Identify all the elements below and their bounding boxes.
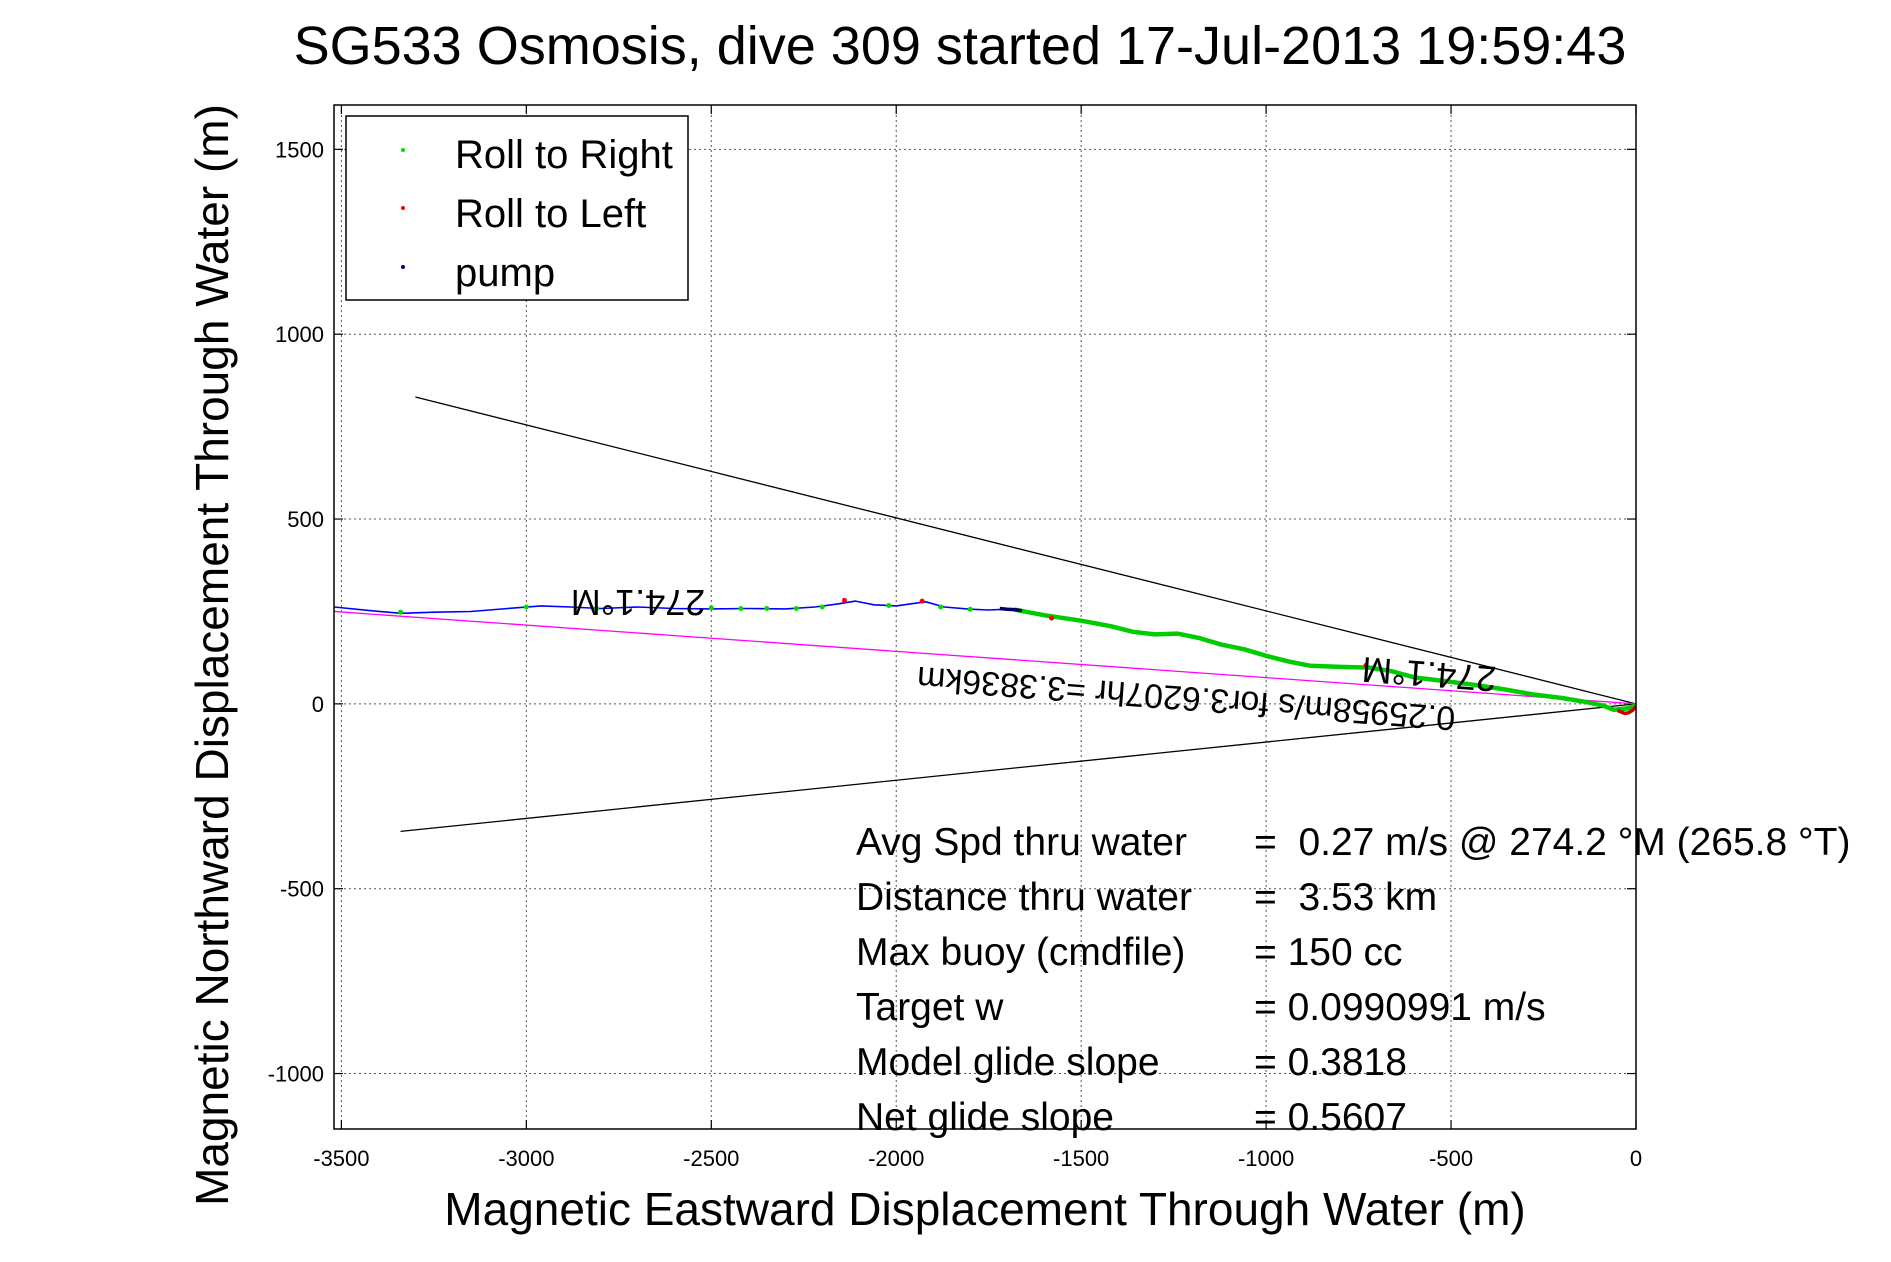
stats-block: Avg Spd thru water = 0.27 m/s @ 274.2 °M… — [856, 821, 1850, 1139]
stat-value-avg-speed: = 0.27 m/s @ 274.2 °M (265.8 °T) — [1254, 821, 1850, 864]
turn-point — [841, 597, 847, 603]
turn-point — [594, 605, 600, 611]
turn-point — [738, 605, 744, 611]
turn-point — [886, 603, 892, 609]
stat-label-target-w: Target w — [856, 986, 1004, 1029]
stat-label-model-glide: Model glide slope — [856, 1041, 1160, 1084]
turn-point — [938, 604, 944, 610]
y-axis-label: Magnetic Northward Displacement Through … — [186, 104, 238, 1206]
turn-point — [764, 605, 770, 611]
tick-marks — [334, 105, 1637, 1129]
legend-label-pump: pump — [455, 251, 555, 295]
stat-value-model-glide: = 0.3818 — [1254, 1041, 1407, 1084]
x-tick-label: -2500 — [683, 1146, 739, 1171]
legend-marker-roll-left — [401, 206, 405, 210]
stat-label-distance: Distance thru water — [856, 876, 1192, 919]
turn-point — [793, 605, 799, 611]
x-tick-label: -1000 — [1238, 1146, 1294, 1171]
heading-label-lower: 274.1°M — [1360, 649, 1497, 700]
chart-title: SG533 Osmosis, dive 309 started 17-Jul-2… — [294, 16, 1627, 76]
plot-content — [334, 396, 1636, 833]
x-tick-labels: -3500 -3000 -2500 -2000 -1500 -1000 -500 0 — [313, 1146, 1642, 1171]
reference-line — [334, 610, 1636, 705]
turn-point — [967, 606, 973, 612]
y-tick-label: 0 — [312, 692, 324, 717]
y-tick-label: -1000 — [268, 1062, 324, 1087]
track-series-line — [1014, 607, 1636, 713]
y-tick-label: -500 — [280, 877, 324, 902]
y-tick-label: 500 — [287, 507, 324, 532]
track-series-line — [1616, 705, 1636, 716]
stat-value-target-w: = 0.0990991 m/s — [1254, 986, 1546, 1029]
x-tick-label: -3500 — [313, 1146, 369, 1171]
turn-point — [708, 605, 714, 611]
x-axis-label: Magnetic Eastward Displacement Through W… — [444, 1183, 1525, 1235]
turn-point — [819, 604, 825, 610]
stat-label-net-glide: Net glide slope — [856, 1096, 1114, 1139]
plot-frame — [333, 104, 1637, 1130]
turn-point — [1363, 662, 1369, 668]
track-series-line — [999, 606, 1023, 613]
stat-label-max-buoy: Max buoy (cmdfile) — [856, 931, 1185, 974]
x-tick-label: -500 — [1429, 1146, 1473, 1171]
y-tick-label: 1500 — [275, 137, 324, 162]
y-tick-labels: -1000 -500 0 500 1000 1500 — [268, 137, 324, 1086]
y-tick-label: 1000 — [275, 322, 324, 347]
turn-point — [1049, 615, 1055, 621]
legend: Roll to Right Roll to Left pump — [345, 115, 689, 301]
legend-marker-pump — [401, 265, 405, 269]
stat-value-distance: = 3.53 km — [1254, 876, 1437, 919]
legend-label-roll-left: Roll to Left — [455, 192, 646, 236]
x-tick-label: -1500 — [1053, 1146, 1109, 1171]
reference-line — [415, 396, 1636, 705]
turn-point — [398, 609, 404, 615]
stat-label-avg-speed: Avg Spd thru water — [856, 821, 1187, 864]
turn-point — [919, 598, 925, 604]
turn-point — [523, 604, 529, 610]
turn-points — [398, 597, 1369, 668]
reference-lines — [334, 396, 1636, 833]
stat-value-net-glide: = 0.5607 — [1254, 1096, 1407, 1139]
legend-label-roll-right: Roll to Right — [455, 133, 673, 177]
x-tick-label: -3000 — [498, 1146, 554, 1171]
legend-marker-roll-right — [401, 148, 405, 152]
x-tick-label: -2000 — [868, 1146, 924, 1171]
reference-line — [400, 703, 1636, 833]
heading-label-upper: 274.1°M — [571, 582, 705, 623]
x-tick-label: 0 — [1630, 1146, 1642, 1171]
stat-value-max-buoy: = 150 cc — [1254, 931, 1403, 974]
